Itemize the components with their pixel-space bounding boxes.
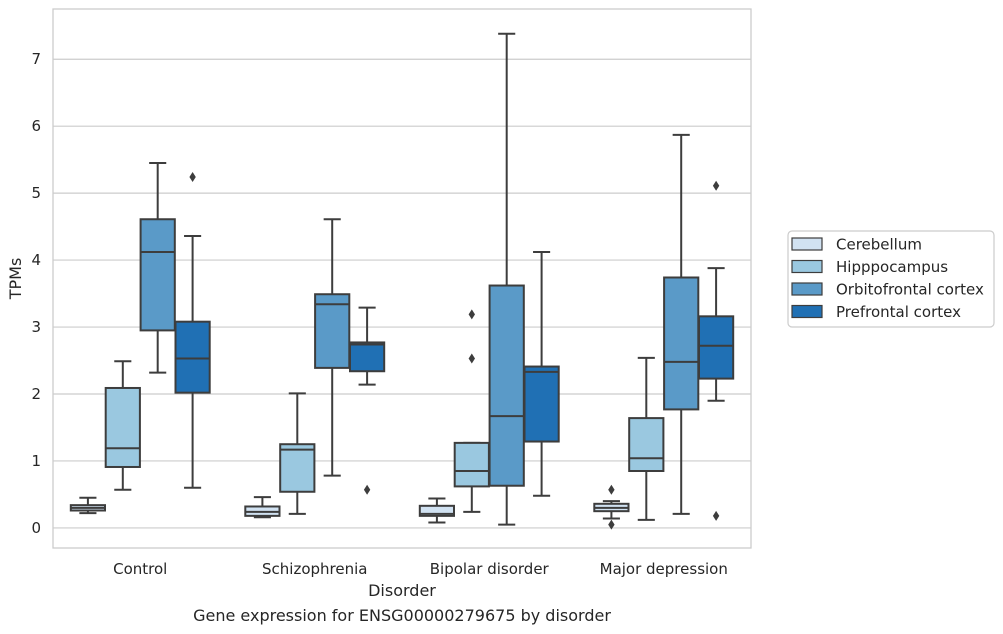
y-tick-label: 7: [31, 50, 41, 68]
legend-frame: [787, 230, 995, 328]
y-tick-label: 1: [31, 452, 41, 470]
box-iqr: [174, 320, 211, 394]
y-axis-label: TPMs: [6, 258, 25, 301]
box-3-3: [697, 180, 735, 521]
legend-swatch: [791, 259, 823, 274]
box-2-1: [453, 309, 490, 513]
box-2-2: [488, 32, 525, 526]
box-iqr: [663, 276, 700, 411]
y-axis-ticks: 0 1 2 3 4 5 6 7: [31, 50, 41, 537]
box-iqr: [314, 293, 351, 369]
x-axis-ticks: Control Schizophrenia Bipolar disorder Majo…: [113, 560, 728, 578]
y-tick-label: 0: [31, 519, 41, 537]
box-0-2: [139, 162, 176, 374]
outlier-point: [468, 353, 475, 364]
box-iqr: [523, 365, 560, 443]
legend-swatch: [791, 282, 823, 296]
chart-caption: Gene expression for ENSG00000279675 by d…: [193, 606, 611, 625]
x-tick-label: Major depression: [600, 560, 728, 578]
box-3-1: [628, 356, 665, 521]
y-tick-label: 4: [31, 251, 41, 269]
outlier-point: [468, 309, 475, 320]
boxes: [69, 32, 735, 530]
outlier-point: [189, 172, 196, 183]
box-2-3: [523, 251, 560, 497]
box-iqr: [697, 315, 735, 380]
outlier-point: [712, 510, 720, 521]
y-tick-label: 3: [31, 318, 41, 336]
outlier-point: [712, 180, 720, 191]
y-tick-label: 5: [31, 184, 41, 202]
legend-label: Hipppocampus: [836, 258, 948, 276]
box-0-0: [69, 496, 107, 515]
box-iqr: [279, 443, 316, 493]
box-3-2: [663, 133, 700, 515]
box-2-0: [418, 497, 456, 524]
box-iqr: [348, 341, 386, 373]
legend-label: Prefrontal cortex: [836, 303, 961, 321]
legend-swatch: [791, 237, 823, 251]
legend-swatch: [791, 304, 823, 319]
box-1-3: [348, 306, 386, 495]
box-iqr: [488, 284, 525, 487]
box-iqr: [628, 417, 665, 472]
box-0-1: [104, 360, 141, 491]
legend-label: Orbitofrontal cortex: [836, 281, 984, 299]
outlier-point: [363, 484, 371, 495]
x-axis-label: Disorder: [368, 581, 436, 600]
y-tick-label: 2: [31, 385, 41, 403]
legend: Cerebellum Hipppocampus Orbitofrontal cort…: [787, 230, 995, 328]
legend-label: Cerebellum: [836, 236, 922, 254]
plot-frame: [52, 8, 752, 549]
box-1-0: [244, 496, 281, 519]
x-tick-label: Control: [113, 560, 167, 578]
x-tick-label: Bipolar disorder: [430, 560, 550, 578]
box-1-2: [314, 218, 351, 477]
box-1-1: [279, 392, 316, 515]
box-iqr: [453, 441, 490, 488]
box-3-0: [593, 484, 630, 530]
box-0-3: [174, 172, 211, 489]
box-iqr: [418, 504, 456, 517]
outlier-point: [608, 519, 615, 530]
y-tick-label: 6: [31, 117, 41, 135]
box-iqr: [104, 386, 141, 468]
x-tick-label: Schizophrenia: [262, 560, 367, 578]
box-iqr: [139, 218, 176, 332]
outlier-point: [608, 484, 615, 495]
